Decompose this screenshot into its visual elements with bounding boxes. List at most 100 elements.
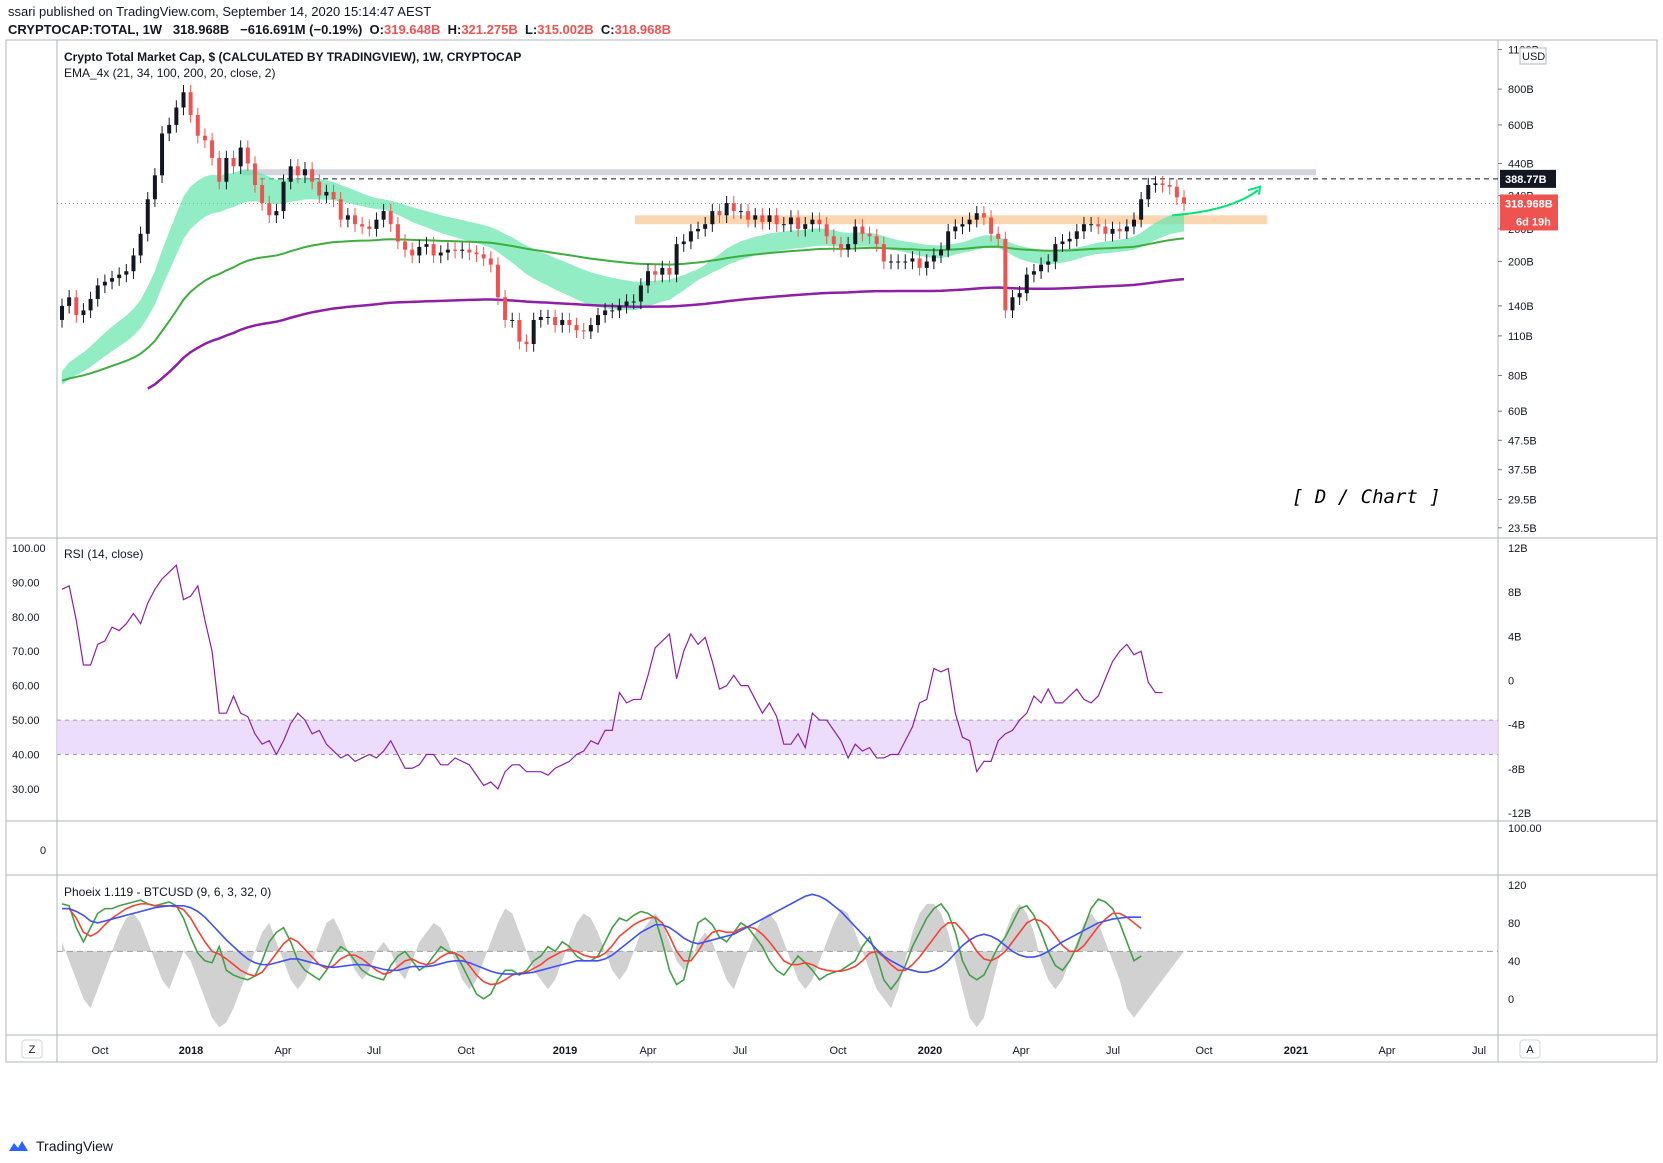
candle-body [395,224,400,242]
candle-body [688,231,693,242]
candle-body [603,310,608,316]
y-tick-label: 110B [1508,331,1533,343]
phoeix-line-green [61,898,1142,1000]
y-tick-label: 80B [1508,370,1528,382]
candle-body [860,226,865,234]
ema-200-line [147,277,1185,390]
candle-body [67,297,72,306]
candle-body [624,301,629,306]
y-tick-label: 37.5B [1508,465,1537,477]
auto-scale-label: Z [29,1044,36,1056]
open-value: 319.648B [383,22,441,37]
candle-body [724,203,729,216]
candle-body [896,261,901,263]
candle-body [331,191,336,200]
candle-body [903,261,908,263]
candle-body [117,274,122,279]
candle-body [660,267,665,275]
candle-body [553,317,558,326]
candle-body [738,211,743,213]
low-value: 315.002B [537,22,594,37]
candle-body [1060,241,1065,245]
candle-body [939,249,944,256]
x-tick-label: 2019 [553,1045,577,1057]
candle-body [1046,261,1051,265]
candle-body [881,244,886,262]
candle-body [274,211,279,216]
y-tick-label: 800B [1508,84,1534,96]
candle-body [88,298,93,311]
candle-body [495,264,500,298]
candle-body [174,107,179,125]
candle-body [438,252,443,256]
candle-body [1103,226,1108,234]
candle-body [424,244,429,247]
projection-arrowhead [1247,185,1262,195]
rsi-right-tick: 4B [1508,631,1521,643]
candle-body [245,147,250,164]
y-tick-label: 200B [1508,257,1534,269]
candle-body [767,215,772,222]
rsi-tick-label: 100.00 [12,543,46,555]
close-value: 318.968B [614,22,671,37]
candle-body [924,261,929,268]
candle-body [517,319,522,342]
phoeix-title: Phoeix 1.119 - BTCUSD (9, 6, 3, 32, 0) [64,885,271,899]
y-tick-label: 29.5B [1508,495,1537,507]
candle-body [124,271,129,275]
rsi-tick-label: 60.00 [12,681,40,693]
candle-body [981,213,986,218]
mid-right-tick: 100.00 [1508,823,1542,835]
candle-body [581,330,586,332]
x-tick-label: Apr [274,1045,291,1057]
candle-body [717,211,722,216]
candle-body [417,246,422,256]
rsi-line [61,564,1163,790]
candle-body [381,211,386,220]
candle-body [367,226,372,229]
phoeix-tick-label: 80 [1508,918,1520,930]
candle-body [131,255,136,272]
candle-body [1053,244,1058,262]
rsi-tick-label: 40.00 [12,749,40,761]
candle-body [967,219,972,225]
candle-body [403,241,408,250]
last-price: 318.968B [172,22,230,37]
candle-body [696,228,701,232]
candle-body [353,215,358,225]
level-price-tag [1500,169,1556,188]
phoeix-line-red [62,903,1142,986]
candle-body [95,285,100,299]
phoeix-line-blue [62,893,1142,975]
candle-body [1146,185,1151,200]
candle-body [953,226,958,232]
footer-brand[interactable]: TradingView [8,1138,113,1154]
candle-body [810,219,815,225]
candle-body [617,305,622,311]
support-zone [635,215,1267,225]
rsi-tick-label: 70.00 [12,646,40,658]
candle-body [1031,271,1036,275]
candle-body [974,213,979,220]
candle-body [152,175,157,200]
candle-body [210,140,215,158]
level-price-text: 388.77B [1505,174,1547,186]
candle-body [1089,224,1094,226]
x-tick-label: Jul [1472,1045,1486,1057]
candle-body [996,233,1001,239]
log-scale-button [1519,1039,1541,1059]
candle-body [474,252,479,255]
candle-body [138,233,143,256]
x-tick-label: Jul [367,1045,381,1057]
candle-body [231,157,236,167]
candle-body [481,254,486,259]
candle-body [238,147,243,167]
phoeix-tick-label: 120 [1508,880,1526,892]
main-pane-title: Crypto Total Market Cap, $ (CALCULATED B… [64,50,521,64]
candle-body [989,217,994,234]
candle-body [388,211,393,225]
candle-body [831,236,836,245]
candle-body [567,319,572,326]
x-tick-label: Oct [1195,1045,1212,1057]
